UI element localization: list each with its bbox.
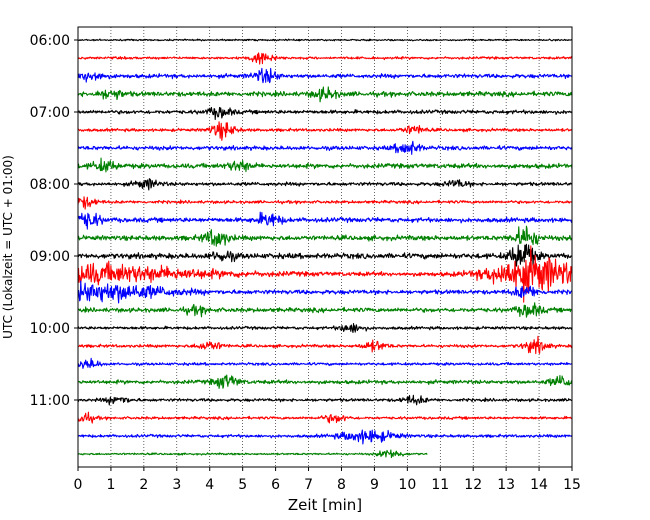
x-tick-label: 11 [431,477,449,493]
trace-1015 [78,335,572,355]
y-tick-label: 11:00 [30,393,70,409]
x-axis-ticks: 0 1 2 3 4 5 6 7 8 9 10 11 12 13 14 15 [74,467,581,493]
trace-0945 [78,302,572,318]
trace-0645 [78,86,572,103]
trace-0815 [78,196,572,210]
trace-0745 [78,157,572,173]
trace-0930 [78,280,572,304]
x-tick-label: 3 [172,477,181,493]
trace-0600 [78,38,572,42]
y-tick-label: 07:00 [30,105,70,121]
x-tick-label: 13 [497,477,515,493]
trace-1100 [78,394,572,406]
trace-0715 [78,121,572,141]
x-tick-label: 8 [337,477,346,493]
y-tick-label: 10:00 [30,321,70,337]
x-tick-label: 12 [464,477,482,493]
trace-0800 [78,178,572,191]
trace-0830 [78,211,572,230]
trace-1045 [78,374,572,389]
x-tick-label: 1 [106,477,115,493]
trace-0700 [78,106,572,121]
trace-1115 [78,411,572,424]
x-tick-label: 0 [74,477,83,493]
trace-0845 [78,225,572,247]
plot-frame [77,26,573,468]
trace-0900 [78,243,572,267]
trace-1130 [78,429,572,445]
trace-0630 [78,67,572,84]
x-axis-title: Zeit [min] [288,496,362,514]
x-tick-label: 7 [304,477,313,493]
y-axis-ticks: 06:00 07:00 08:00 09:00 10:00 11:00 [30,33,78,409]
trace-1145 [78,449,428,459]
trace-1030 [78,357,572,369]
y-tick-label: 09:00 [30,249,70,265]
x-tick-label: 9 [370,477,379,493]
grid-lines [110,27,540,467]
seismic-traces [78,38,572,459]
y-tick-label: 06:00 [30,33,70,49]
y-axis-title: UTC (Lokalzeit = UTC + 01:00) [1,155,15,339]
y-tick-label: 08:00 [30,177,70,193]
x-tick-label: 14 [530,477,548,493]
x-tick-label: 10 [398,477,416,493]
x-tick-label: 5 [238,477,247,493]
x-tick-label: 4 [205,477,214,493]
trace-0915 [78,245,572,303]
x-tick-label: 6 [271,477,280,493]
x-tick-label: 15 [563,477,581,493]
x-tick-label: 2 [139,477,148,493]
trace-1000 [78,323,572,334]
trace-0730 [78,140,572,155]
trace-0615 [78,52,572,65]
